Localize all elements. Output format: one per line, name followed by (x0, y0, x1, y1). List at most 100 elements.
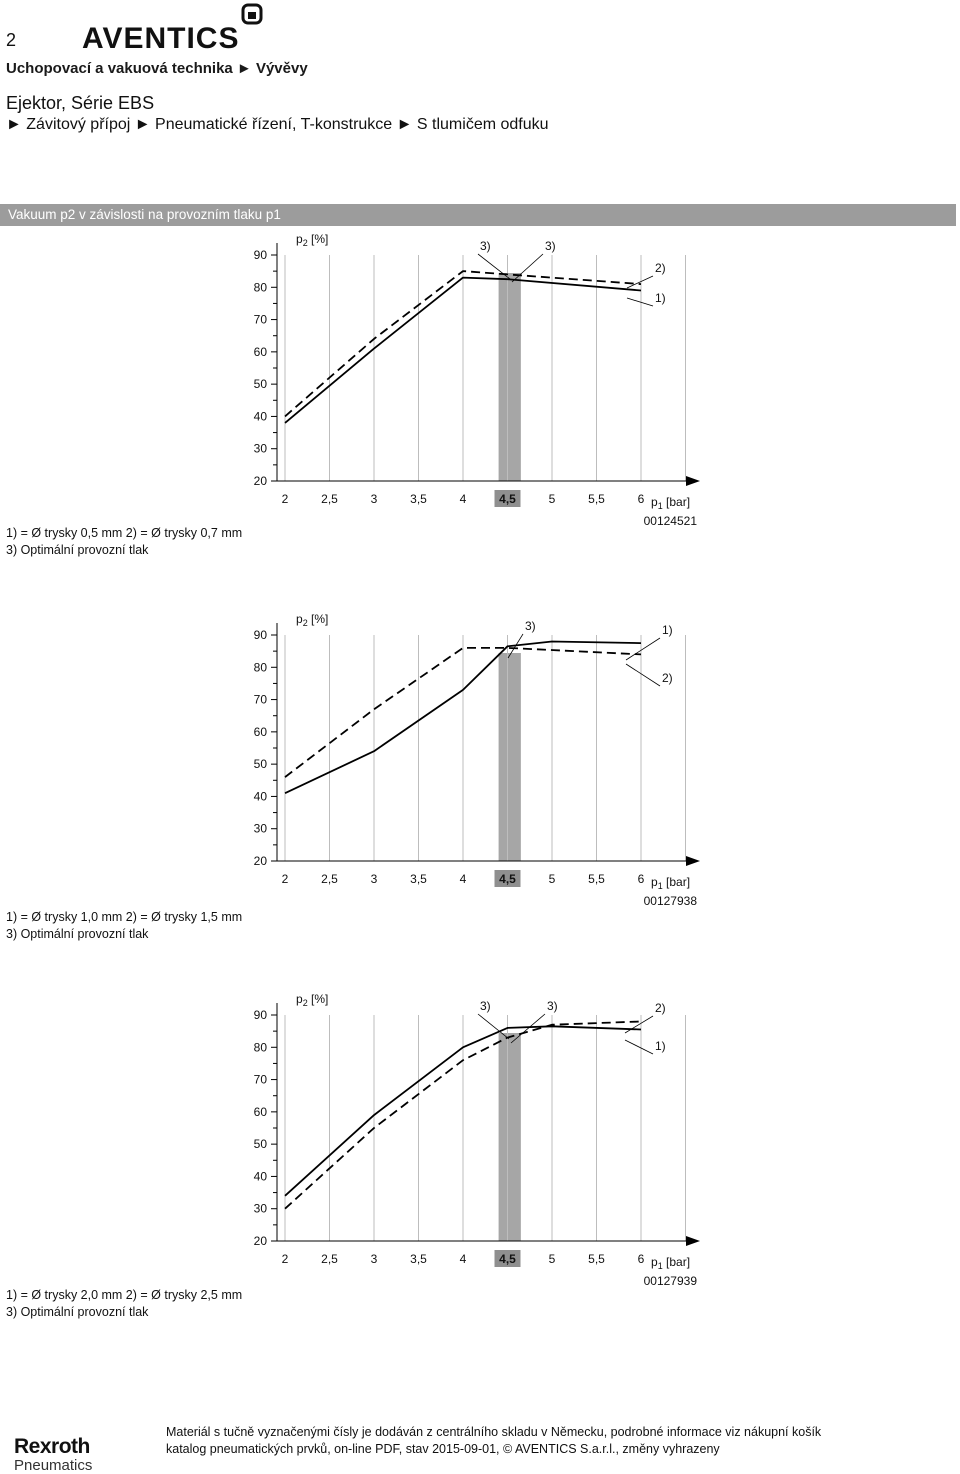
annotation-label: 3) (547, 999, 558, 1013)
y-tick-label: 40 (254, 409, 268, 423)
series-line-2 (284, 270, 642, 418)
x-tick-label: 5,5 (588, 492, 605, 506)
x-tick-label: 2 (282, 872, 289, 886)
x-tick-label: 6 (638, 872, 645, 886)
y-tick-label: 20 (254, 1234, 268, 1248)
y-tick-label: 30 (254, 1202, 268, 1216)
y-tick-label: 20 (254, 854, 268, 868)
y-axis-label: p2 [%] (296, 232, 328, 248)
legend-line: 1) = Ø trysky 2,0 mm 2) = Ø trysky 2,5 m… (6, 1288, 243, 1302)
x-axis-arrow (686, 476, 700, 486)
x-tick-label: 3,5 (410, 872, 427, 886)
x-axis-label: p1 [bar] (651, 875, 690, 891)
x-tick-label: 2,5 (321, 492, 338, 506)
y-tick-label: 60 (254, 345, 268, 359)
annotation-leader (626, 297, 654, 307)
x-tick-label: 4 (460, 1252, 467, 1266)
footer-line-2: katalog pneumatických prvků, on-line PDF… (166, 1442, 720, 1456)
annotation-label: 1) (655, 291, 666, 305)
svg-text:AVENTICS: AVENTICS (82, 22, 239, 52)
annotation-label: 3) (480, 239, 491, 253)
y-tick-label: 70 (254, 313, 268, 327)
x-axis-arrow (686, 1236, 700, 1246)
y-tick-label: 70 (254, 693, 268, 707)
annotation-label: 1) (655, 1039, 666, 1053)
vacuum-chart-3: 90 80 70 60 50 40 30 20 2 2,5 3 3,5 4 4,5 5 5,5 6 p2 [%] p… (254, 992, 700, 1288)
series-line-1 (284, 640, 642, 795)
x-tick-label: 2,5 (321, 1252, 338, 1266)
y-tick-label: 80 (254, 280, 268, 294)
vacuum-chart-2: 90 80 70 60 50 40 30 20 2 2,5 3 3,5 4 4,5 5 5,5 6 p2 [%] p… (254, 612, 700, 908)
y-tick-label: 60 (254, 1105, 268, 1119)
x-tick-label: 5,5 (588, 1252, 605, 1266)
annotation-leader (624, 1015, 654, 1034)
rexroth-pneumatics: Pneumatics (14, 1457, 93, 1474)
legend-line: 3) Optimální provozní tlak (6, 1305, 149, 1319)
annotation-leader (477, 1013, 510, 1040)
optimum-band (498, 273, 521, 481)
y-tick-label: 90 (254, 628, 268, 642)
x-tick-label: 5 (549, 1252, 556, 1266)
y-axis-label: p2 [%] (296, 612, 328, 628)
optimum-tick-badge (494, 490, 521, 507)
annotation-label: 2) (655, 261, 666, 275)
y-tick-label: 80 (254, 660, 268, 674)
product-title: Ejektor, Série EBS (6, 93, 155, 113)
legend-line: 1) = Ø trysky 0,5 mm 2) = Ø trysky 0,7 m… (6, 526, 243, 540)
x-tick-label: 4 (460, 872, 467, 886)
annotation-leader (626, 275, 654, 289)
figure-code: 00127939 (644, 1274, 698, 1288)
optimum-band (498, 1033, 521, 1241)
y-tick-label: 50 (254, 377, 268, 391)
product-subtitle: ► Závitový přípoj ► Pneumatické řízení, … (6, 116, 549, 133)
y-tick-label: 40 (254, 789, 268, 803)
annotation-leader (625, 663, 661, 687)
x-tick-label: 4,5 (499, 492, 516, 506)
figure-code: 00124521 (644, 514, 698, 528)
vacuum-chart-1: 90 80 70 60 50 40 30 20 2 2,5 3 3,5 4 4,5 5 5,5 6 p2 [%] p… (254, 232, 700, 528)
annotation-leader (507, 633, 524, 659)
x-tick-label: 4,5 (499, 872, 516, 886)
annotation-label: 2) (655, 1001, 666, 1015)
x-axis-label: p1 [bar] (651, 1255, 690, 1271)
annotation-label: 2) (662, 671, 673, 685)
annotation-label: 1) (662, 623, 673, 637)
annotation-label: 3) (480, 999, 491, 1013)
x-tick-label: 3,5 (410, 492, 427, 506)
annotation-leader (477, 253, 511, 280)
x-tick-label: 2,5 (321, 872, 338, 886)
page-number: 2 (6, 30, 17, 50)
footer-note: Materiál s tučně vyznačenými čísly je do… (166, 1424, 821, 1458)
x-tick-label: 2 (282, 492, 289, 506)
x-tick-label: 3 (371, 492, 378, 506)
x-tick-label: 5 (549, 872, 556, 886)
y-tick-label: 50 (254, 757, 268, 771)
x-axis-arrow (686, 856, 700, 866)
optimum-band (498, 653, 521, 861)
optimum-tick-badge (494, 1250, 521, 1267)
y-tick-label: 80 (254, 1040, 268, 1054)
y-tick-label: 70 (254, 1073, 268, 1087)
section-title: Vakuum p2 v závislosti na provozním tlak… (8, 207, 281, 222)
x-tick-label: 4 (460, 492, 467, 506)
annotation-label: 3) (545, 239, 556, 253)
footer-line-1: Materiál s tučně vyznačenými čísly je do… (166, 1425, 822, 1439)
y-axis-label: p2 [%] (296, 992, 328, 1008)
series-line-2 (284, 647, 642, 778)
x-tick-label: 6 (638, 1252, 645, 1266)
y-tick-label: 20 (254, 474, 268, 488)
legend-line: 3) Optimální provozní tlak (6, 927, 149, 941)
breadcrumb: Uchopovací a vakuová technika ► Vývěvy (6, 60, 308, 77)
annotation-leader (511, 253, 544, 283)
annotation-leader (624, 1039, 654, 1055)
rexroth-wordmark: Rexroth (14, 1435, 90, 1458)
annotation-label: 3) (525, 619, 536, 633)
chart-legend-1: 1) = Ø trysky 0,5 mm 2) = Ø trysky 0,7 m… (6, 525, 242, 559)
x-tick-label: 3,5 (410, 1252, 427, 1266)
x-tick-label: 5 (549, 492, 556, 506)
series-line-1 (284, 1025, 642, 1197)
x-tick-label: 4,5 (499, 1252, 516, 1266)
x-tick-label: 2 (282, 1252, 289, 1266)
section-header: Vakuum p2 v závislosti na provozním tlak… (0, 204, 956, 226)
x-tick-label: 6 (638, 492, 645, 506)
